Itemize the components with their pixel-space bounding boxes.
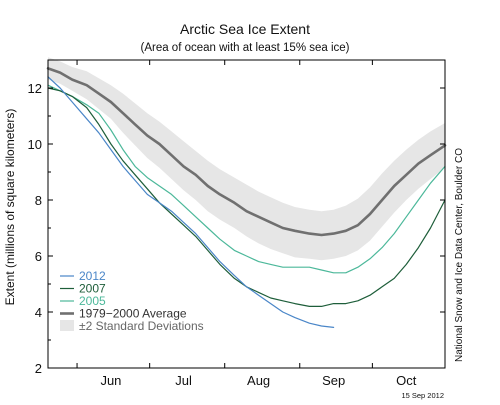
chart-title: Arctic Sea Ice Extent	[180, 21, 310, 37]
x-tick-label: Sep	[322, 373, 345, 388]
std-dev-band-layer	[48, 57, 445, 261]
series-line-1979-2000-average	[46, 67, 447, 237]
y-tick-label: 12	[28, 81, 42, 96]
axes-layer: 2 4 6 8 10 12 Jun Jul Aug Sep Oct	[28, 60, 445, 388]
x-tick-label: Oct	[396, 373, 417, 388]
y-tick-label: 2	[35, 361, 42, 376]
legend-label-std-dev-band: ±2 Standard Deviations	[79, 319, 204, 333]
y-tick-label: 4	[35, 305, 42, 320]
plot-area: 2 4 6 8 10 12 Jun Jul Aug Sep Oct	[28, 57, 447, 388]
y-axis-label: Extent (millions of square kilometers)	[3, 109, 17, 306]
x-tick-label: Aug	[247, 373, 270, 388]
chart-subtitle: (Area of ocean with at least 15% sea ice…	[140, 42, 349, 54]
x-tick-label: Jul	[175, 373, 192, 388]
std-dev-band	[48, 57, 445, 261]
plot-frame	[47, 59, 446, 369]
y-tick-label: 8	[35, 193, 42, 208]
series-line-2005	[47, 84, 446, 274]
side-credit: National Snow and Ice Data Center, Bould…	[454, 148, 465, 362]
legend-label-2005: 2005	[79, 294, 106, 308]
legend-label-2012: 2012	[79, 269, 106, 283]
x-tick-label: Jun	[100, 373, 121, 388]
legend-swatch-std-dev-band	[60, 320, 74, 331]
y-tick-label: 6	[35, 249, 42, 264]
series-line-2012	[47, 76, 335, 328]
date-stamp: 15 Sep 2012	[401, 391, 444, 400]
y-tick-label: 10	[28, 137, 42, 152]
series-layer	[46, 67, 447, 328]
legend-label-1979-2000-average: 1979−2000 Average	[79, 307, 187, 321]
legend-label-2007: 2007	[79, 282, 106, 296]
